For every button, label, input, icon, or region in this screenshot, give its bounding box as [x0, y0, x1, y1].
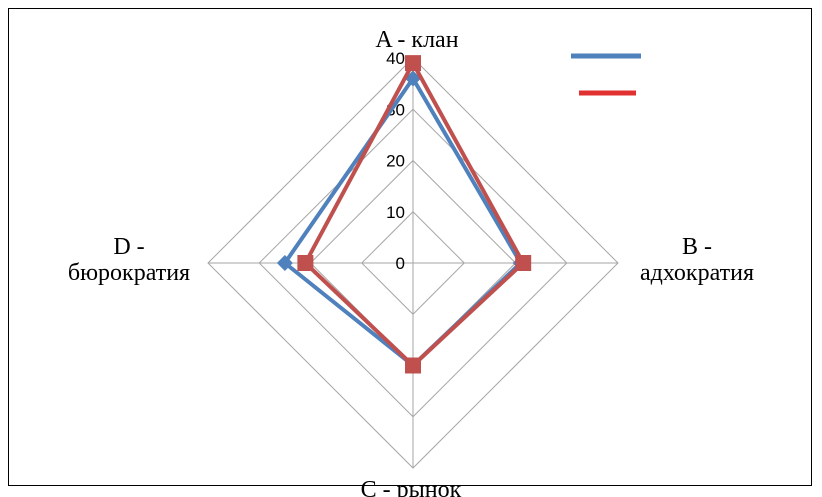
- data-point-square: [297, 255, 314, 271]
- category-labels: A - клан B -адхократия C - рынок D -бюрокра…: [68, 27, 754, 497]
- category-label: C - рынок: [361, 477, 462, 497]
- tick-label: 20: [386, 152, 405, 171]
- tick-label: 10: [386, 203, 405, 222]
- data-point-square: [405, 55, 421, 72]
- data-point-square: [405, 357, 421, 374]
- data-point-square: [515, 255, 532, 271]
- category-label: B -: [682, 234, 712, 260]
- tick-label: 40: [386, 49, 405, 68]
- tick-label: 0: [396, 254, 405, 273]
- legend: [571, 53, 641, 96]
- category-label: адхократия: [640, 260, 754, 286]
- chart-frame: [8, 8, 812, 486]
- category-label: бюрократия: [68, 260, 190, 286]
- radar-grid: [207, 57, 619, 469]
- radar-series: [276, 55, 532, 374]
- data-point-diamond: [276, 255, 293, 271]
- category-label: A - клан: [375, 27, 458, 53]
- category-label: D -: [113, 234, 144, 260]
